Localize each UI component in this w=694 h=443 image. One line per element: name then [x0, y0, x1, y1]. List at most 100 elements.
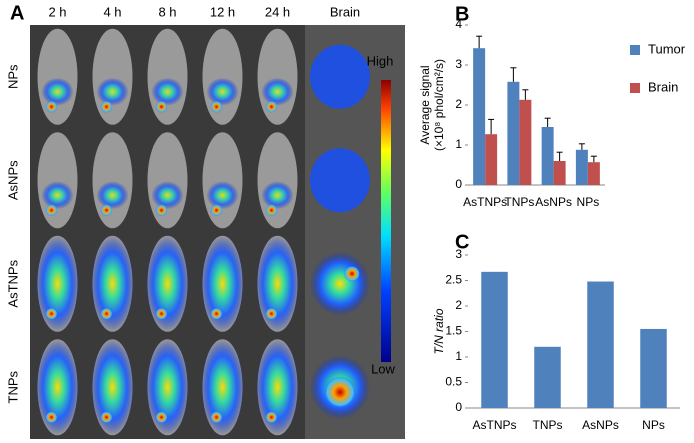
mouse: [257, 132, 298, 229]
mouse: [92, 28, 133, 125]
hotspot: [100, 204, 113, 217]
signal: [200, 235, 245, 332]
hotspot: [45, 100, 58, 113]
signal: [151, 181, 184, 210]
colorbar: [381, 80, 391, 362]
y-tick-label: 1: [455, 137, 462, 151]
y-tick-label: 2.5: [445, 273, 462, 287]
legend-swatch: [630, 45, 640, 55]
y-tick-label: 2: [455, 298, 462, 312]
x-tick-label: AsNPs: [535, 195, 572, 209]
brain: [310, 148, 370, 213]
mouse: [202, 132, 243, 229]
row-label: NPs: [5, 64, 20, 89]
hotspot: [100, 411, 113, 424]
signal: [41, 181, 74, 210]
bar: [481, 271, 508, 408]
signal: [206, 181, 239, 210]
legend-swatch: [630, 83, 640, 93]
mouse: [37, 132, 78, 229]
column-header: 24 h: [265, 4, 290, 19]
bar: [587, 162, 600, 185]
column-header: Brain: [330, 4, 360, 19]
y-tick-label: 0.5: [445, 375, 462, 389]
row-label: AsNPs: [5, 160, 20, 200]
x-tick-label: TNPs: [533, 418, 563, 432]
y-axis-label: T/N ratio: [432, 308, 446, 354]
x-tick-label: AsTNPs: [463, 195, 507, 209]
row-label: TNPs: [5, 371, 20, 404]
hotspot: [265, 100, 278, 113]
hotspot: [155, 100, 168, 113]
column-header: 12 h: [210, 4, 235, 19]
signal: [151, 77, 184, 106]
signal: [206, 77, 239, 106]
y-tick-label: 2: [455, 97, 462, 111]
bar: [640, 328, 667, 408]
signal: [200, 339, 245, 436]
imaging-panel: [30, 25, 405, 439]
x-tick-label: TNPs: [504, 195, 534, 209]
bar: [485, 134, 498, 185]
mouse: [92, 132, 133, 229]
signal: [41, 77, 74, 106]
signal: [255, 339, 300, 436]
y-tick-label: 3: [455, 247, 462, 261]
signal: [261, 181, 294, 210]
hotspot: [155, 307, 168, 320]
signal: [90, 339, 135, 436]
signal: [145, 235, 190, 332]
mouse: [202, 28, 243, 125]
panel-label: C: [455, 231, 469, 253]
bar: [519, 99, 532, 185]
y-tick-label: 3: [455, 57, 462, 71]
mouse: [257, 28, 298, 125]
x-tick-label: NPs: [642, 418, 665, 432]
signal: [261, 77, 294, 106]
y-axis-label: Average signal: [418, 65, 432, 144]
bar: [541, 127, 554, 185]
column-header: 2 h: [48, 4, 66, 19]
hotspot: [210, 100, 223, 113]
hotspot: [210, 307, 223, 320]
hotspot: [210, 411, 223, 424]
y-tick-label: 4: [455, 17, 462, 31]
bar: [553, 161, 566, 185]
hotspot: [100, 100, 113, 113]
mouse: [37, 28, 78, 125]
hotspot: [210, 204, 223, 217]
signal: [145, 339, 190, 436]
signal: [96, 77, 129, 106]
column-header: 8 h: [158, 4, 176, 19]
y-tick-label: 0: [455, 177, 462, 191]
column-header: 4 h: [103, 4, 121, 19]
hotspot: [45, 204, 58, 217]
legend-label: Tumor: [648, 41, 686, 56]
legend-label: Brain: [648, 79, 678, 94]
hotspot: [265, 307, 278, 320]
hotspot: [45, 307, 58, 320]
signal: [90, 235, 135, 332]
hotspot: [324, 376, 356, 409]
brain: [310, 251, 370, 316]
signal: [96, 181, 129, 210]
bar: [473, 48, 486, 186]
bar: [575, 149, 588, 185]
hotspot: [155, 411, 168, 424]
panel-label: A: [10, 2, 24, 24]
x-tick-label: AsTNPs: [472, 418, 516, 432]
row-label: AsTNPs: [5, 259, 20, 307]
signal: [35, 339, 80, 436]
x-tick-label: AsNPs: [582, 418, 619, 432]
mouse: [147, 132, 188, 229]
mouse: [147, 28, 188, 125]
hotspot: [265, 411, 278, 424]
hotspot: [155, 204, 168, 217]
y-tick-label: 0: [455, 400, 462, 414]
x-tick-label: NPs: [577, 195, 600, 209]
colorbar-high: High: [367, 53, 394, 68]
bar: [534, 346, 561, 408]
colorbar-low: Low: [371, 361, 395, 376]
y-tick-label: 1.5: [445, 324, 462, 338]
